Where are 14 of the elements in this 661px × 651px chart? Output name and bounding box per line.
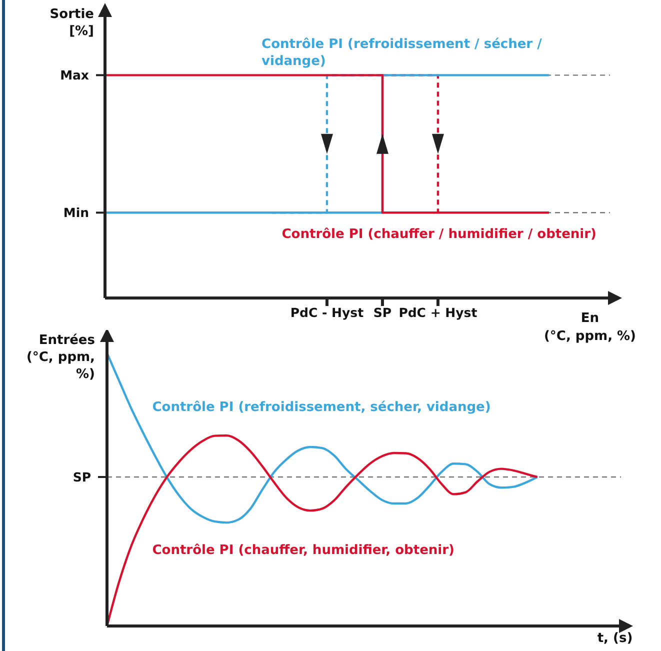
y-axis-title: Sortie [%] bbox=[48, 6, 94, 40]
ref-line-label: Max bbox=[60, 68, 89, 83]
ref-line-label: Min bbox=[63, 205, 89, 220]
x-axis-title: t, (s) bbox=[596, 630, 634, 648]
ref-line-label: SP bbox=[72, 469, 91, 484]
x-tick-label: PdC - Hyst bbox=[290, 304, 364, 320]
x-tick-label: PdC + Hyst bbox=[398, 304, 478, 320]
series-label: Contrôle PI (chauffer / humidifier / obtenir) bbox=[282, 226, 598, 243]
x-axis-title: En (°C, ppm, %) bbox=[542, 310, 638, 346]
series-label: Contrôle PI (chauffer, humidifier, obtenir) bbox=[152, 542, 456, 559]
series-label: Contrôle PI (refroidissement, sécher, vidange) bbox=[152, 398, 492, 416]
series-label: Contrôle PI (refroidissement / sécher / vidange) bbox=[262, 36, 543, 70]
x-tick-label: SP bbox=[373, 304, 392, 320]
y-axis-title: Entrées (°C, ppm, %) bbox=[25, 332, 95, 383]
